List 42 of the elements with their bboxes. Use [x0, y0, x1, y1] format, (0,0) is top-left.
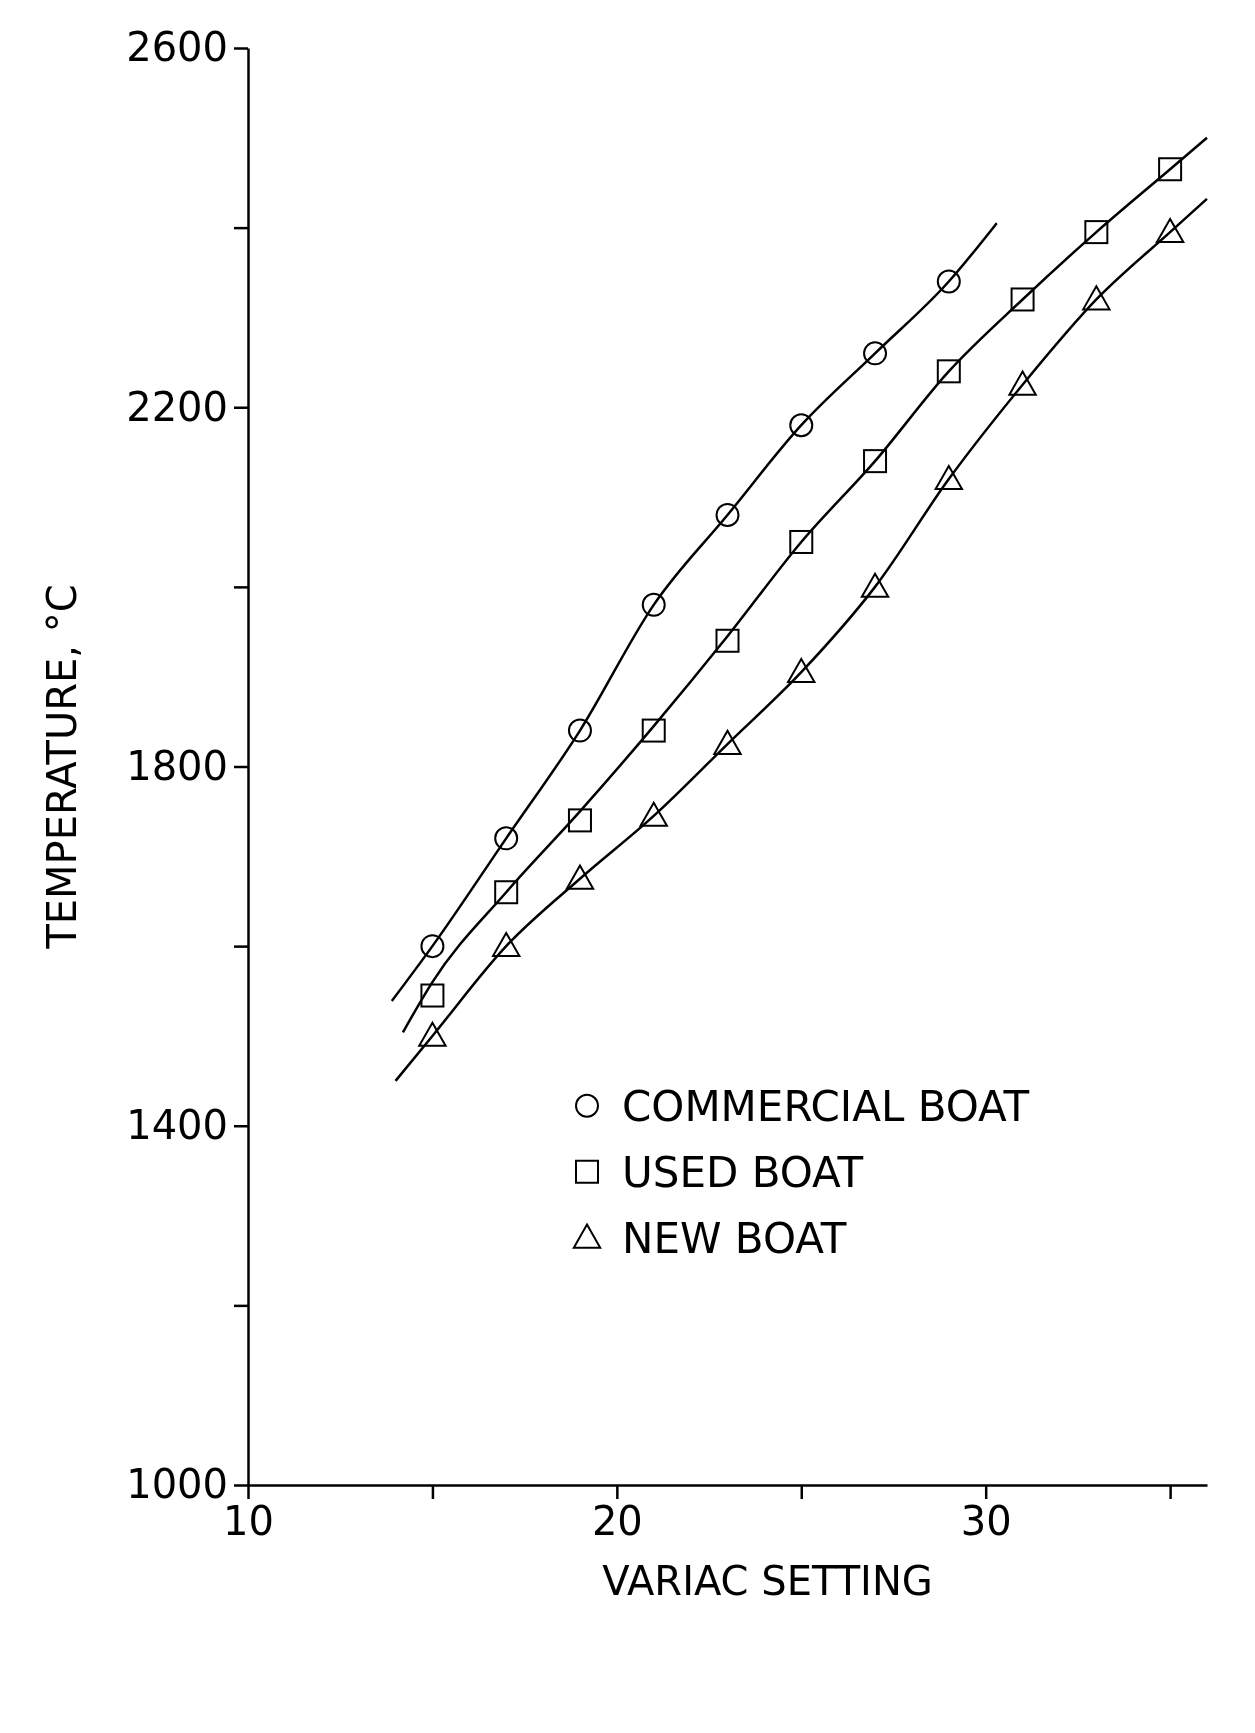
- point: [420, 983, 445, 1008]
- point: [1084, 220, 1109, 245]
- point: [936, 359, 961, 384]
- point: [787, 658, 816, 684]
- y-axis-title: TEMPERATURE, °C: [39, 584, 85, 950]
- x-axis-title: VARIAC SETTING: [602, 1558, 933, 1604]
- y-tick-label: 1800: [126, 742, 228, 789]
- x-tick-label: 30: [960, 1498, 1012, 1545]
- point: [641, 718, 666, 743]
- legend-label: NEW BOAT: [622, 1213, 847, 1263]
- point: [494, 826, 519, 851]
- line-series: [390, 221, 999, 1003]
- point: [491, 931, 521, 958]
- legend-label: USED BOAT: [622, 1147, 864, 1197]
- point: [934, 464, 964, 490]
- point: [567, 808, 592, 833]
- point: [936, 269, 961, 294]
- point: [567, 718, 592, 743]
- point: [1082, 285, 1111, 311]
- point: [639, 801, 668, 827]
- point: [1010, 287, 1035, 312]
- y-tick-label: 2600: [126, 24, 228, 71]
- point: [715, 628, 740, 653]
- point: [860, 572, 890, 598]
- point: [789, 413, 814, 438]
- point: [713, 729, 742, 755]
- x-tick-label: 20: [591, 1498, 643, 1545]
- y-tick-label: 1400: [126, 1102, 228, 1149]
- point: [565, 864, 595, 890]
- point: [494, 880, 519, 905]
- point: [715, 503, 740, 528]
- y-tick-label: 2200: [126, 383, 228, 430]
- point: [641, 592, 666, 617]
- point: [418, 1021, 447, 1047]
- point: [863, 449, 888, 474]
- point: [1158, 157, 1183, 182]
- point: [1155, 217, 1185, 244]
- point: [420, 934, 445, 959]
- point: [863, 341, 888, 366]
- point: [1008, 370, 1037, 396]
- legend-label: COMMERCIAL BOAT: [622, 1081, 1030, 1131]
- point: [789, 529, 814, 554]
